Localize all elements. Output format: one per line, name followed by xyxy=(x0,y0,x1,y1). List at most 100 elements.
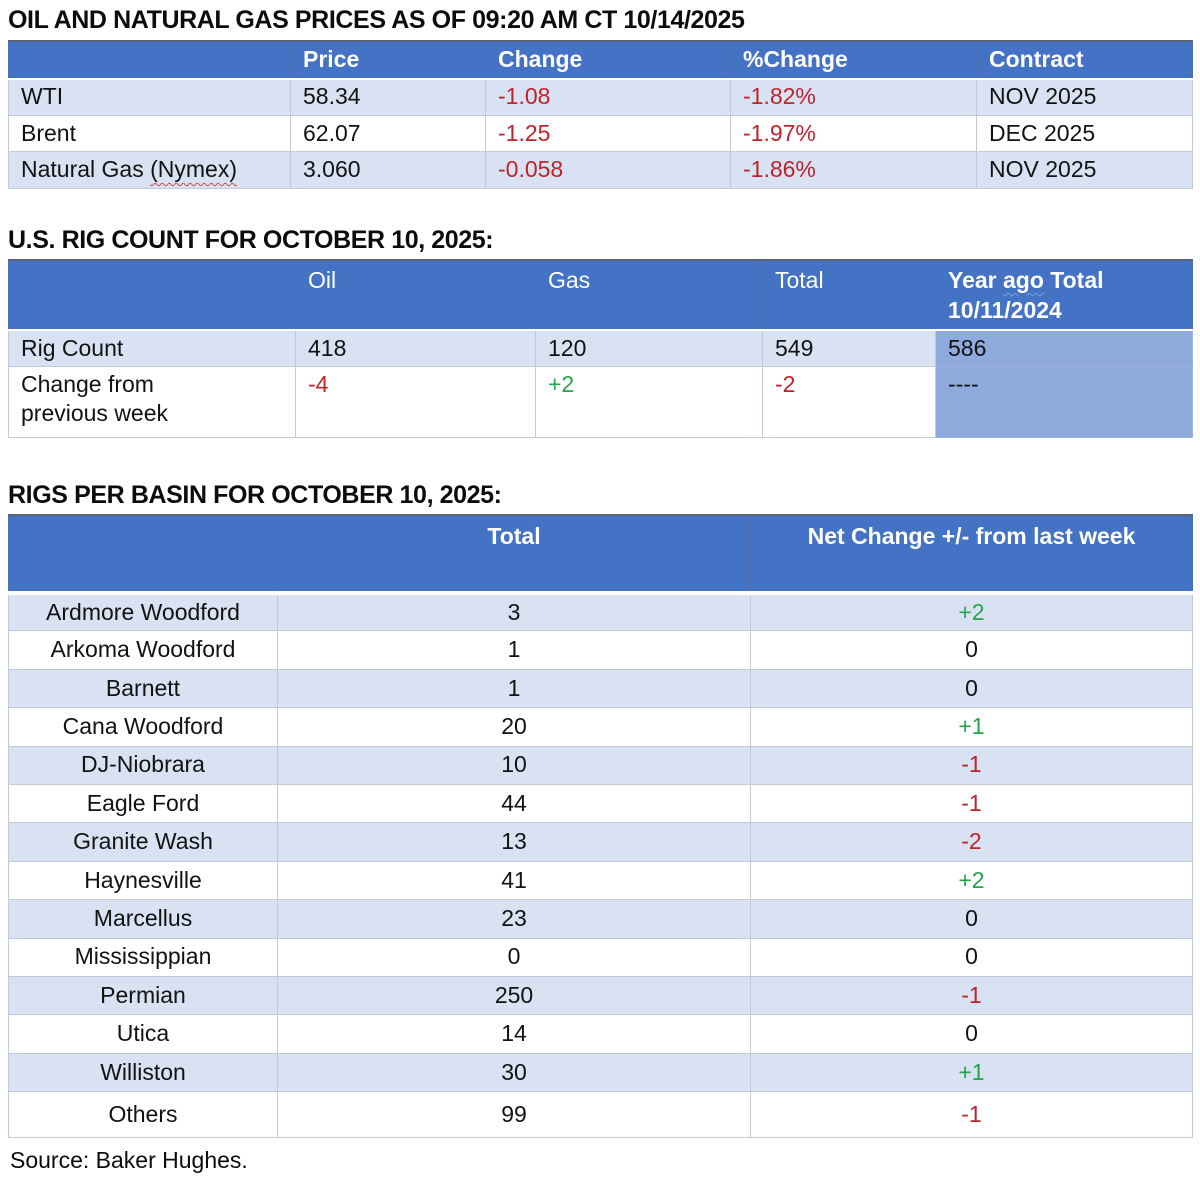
rig-count-header-oil: Oil xyxy=(295,259,536,331)
table-row-basin: Utica 14 0 xyxy=(8,1014,1193,1054)
basin-name-cell: Cana Woodford xyxy=(8,707,278,747)
basin-net-cell: 0 xyxy=(750,937,1193,977)
pct-change-cell: -1.82% xyxy=(730,78,977,116)
basin-total-cell: 14 xyxy=(277,1014,751,1054)
basin-total-cell: 23 xyxy=(277,899,751,939)
basin-name-cell: Granite Wash xyxy=(8,822,278,862)
table-row-basin: Permian 250 -1 xyxy=(8,975,1193,1016)
prices-header-pct-change: %Change xyxy=(730,40,977,80)
gas-change-cell: +2 xyxy=(535,365,763,438)
table-row-natural-gas: Natural Gas (Nymex) 3.060 -0.058 -1.86% … xyxy=(8,151,1193,189)
prices-header-change: Change xyxy=(485,40,731,80)
basin-total-cell: 41 xyxy=(277,860,751,901)
price-cell: 62.07 xyxy=(290,114,486,153)
change-cell: -1.25 xyxy=(485,114,731,153)
rig-count-header-blank xyxy=(8,259,296,331)
row-label-cell: Change from previous week xyxy=(8,365,296,438)
prices-title: OIL AND NATURAL GAS PRICES AS OF 09:20 A… xyxy=(8,6,745,34)
table-row-basin: Ardmore Woodford 3 +2 xyxy=(8,592,1193,632)
price-cell: 3.060 xyxy=(290,151,486,189)
basin-net-cell: -1 xyxy=(750,1091,1193,1139)
commodity-name-text: Natural Gas xyxy=(21,156,151,183)
rig-count-header-total: Total xyxy=(762,259,936,331)
table-row-basin: Haynesville 41 +2 xyxy=(8,860,1193,901)
oil-change-cell: -4 xyxy=(295,365,536,438)
basins-header-total: Total xyxy=(277,514,751,595)
basin-name-cell: Barnett xyxy=(8,668,278,709)
basin-name-cell: Williston xyxy=(8,1052,278,1093)
basin-name-cell: Utica xyxy=(8,1014,278,1054)
row-label-cell: Rig Count xyxy=(8,329,296,367)
basin-name-cell: Ardmore Woodford xyxy=(8,592,278,632)
row-label-text: Change from previous week xyxy=(21,370,169,427)
year-ago-change-cell: ---- xyxy=(935,365,1193,438)
basin-net-cell: 0 xyxy=(750,668,1193,709)
table-row-basin: Barnett 1 0 xyxy=(8,668,1193,709)
price-cell: 58.34 xyxy=(290,78,486,116)
prices-table: Price Change %Change Contract WTI 58.34 … xyxy=(8,40,1193,189)
contract-cell: DEC 2025 xyxy=(976,114,1193,153)
basin-name-cell: Eagle Ford xyxy=(8,784,278,824)
table-row-basin: Marcellus 23 0 xyxy=(8,899,1193,939)
table-row-brent: Brent 62.07 -1.25 -1.97% DEC 2025 xyxy=(8,114,1193,153)
table-row-basin: Mississippian 0 0 xyxy=(8,937,1193,977)
commodity-name-cell: Brent xyxy=(8,114,291,153)
basin-total-cell: 10 xyxy=(277,745,751,786)
basin-net-cell: +2 xyxy=(750,592,1193,632)
table-row-basin: Others 99 -1 xyxy=(8,1091,1193,1139)
table-row-weekly-change: Change from previous week -4 +2 -2 ---- xyxy=(8,365,1193,438)
basin-total-cell: 13 xyxy=(277,822,751,862)
basin-total-cell: 30 xyxy=(277,1052,751,1093)
pct-change-cell: -1.97% xyxy=(730,114,977,153)
basin-total-cell: 44 xyxy=(277,784,751,824)
prices-header-contract: Contract xyxy=(976,40,1193,80)
basin-name-cell: Marcellus xyxy=(8,899,278,939)
basin-total-cell: 0 xyxy=(277,937,751,977)
table-row-basin: Arkoma Woodford 1 0 xyxy=(8,630,1193,670)
total-count-cell: 549 xyxy=(762,329,936,367)
commodity-name-cell: Natural Gas (Nymex) xyxy=(8,151,291,189)
basin-net-cell: 0 xyxy=(750,630,1193,670)
document-page: OIL AND NATURAL GAS PRICES AS OF 09:20 A… xyxy=(0,7,1200,1174)
basins-header-row: Total Net Change +/- from last week xyxy=(8,514,1193,595)
basin-name-cell: Others xyxy=(8,1091,278,1139)
basin-total-cell: 3 xyxy=(277,592,751,632)
table-row-basin: DJ-Niobrara 10 -1 xyxy=(8,745,1193,786)
change-cell: -1.08 xyxy=(485,78,731,116)
basin-net-cell: +1 xyxy=(750,1052,1193,1093)
table-row-basin: Eagle Ford 44 -1 xyxy=(8,784,1193,824)
rig-count-header-year-ago: Year ago Total 10/11/2024 xyxy=(935,259,1193,331)
basin-name-cell: Arkoma Woodford xyxy=(8,630,278,670)
basins-header-net-change: Net Change +/- from last week xyxy=(750,514,1193,595)
contract-cell: NOV 2025 xyxy=(976,151,1193,189)
gas-count-cell: 120 xyxy=(535,329,763,367)
total-change-cell: -2 xyxy=(762,365,936,438)
basin-net-cell: -2 xyxy=(750,822,1193,862)
basin-total-cell: 99 xyxy=(277,1091,751,1139)
basin-total-cell: 1 xyxy=(277,668,751,709)
basin-name-cell: Permian xyxy=(8,975,278,1016)
basin-total-cell: 250 xyxy=(277,975,751,1016)
rig-count-header-gas: Gas xyxy=(535,259,763,331)
basin-net-cell: -1 xyxy=(750,975,1193,1016)
contract-cell: NOV 2025 xyxy=(976,78,1193,116)
year-ago-count-cell: 586 xyxy=(935,329,1193,367)
prices-header-price: Price xyxy=(290,40,486,80)
pct-change-cell: -1.86% xyxy=(730,151,977,189)
table-row-wti: WTI 58.34 -1.08 -1.82% NOV 2025 xyxy=(8,78,1193,116)
basin-net-cell: -1 xyxy=(750,745,1193,786)
basin-net-cell: 0 xyxy=(750,1014,1193,1054)
grammar-flagged-word: ago xyxy=(1003,266,1044,293)
prices-header-blank xyxy=(8,40,291,80)
rig-count-header-row: Oil Gas Total Year ago Total 10/11/2024 xyxy=(8,259,1193,331)
source-attribution: Source: Baker Hughes. xyxy=(10,1147,248,1174)
year-ago-date: 10/11/2024 xyxy=(948,296,1062,323)
basin-net-cell: +1 xyxy=(750,707,1193,747)
basins-table: Total Net Change +/- from last week Ardm… xyxy=(8,514,1193,1139)
basin-total-cell: 20 xyxy=(277,707,751,747)
table-row-basin: Williston 30 +1 xyxy=(8,1052,1193,1093)
prices-header-row: Price Change %Change Contract xyxy=(8,40,1193,80)
basin-net-cell: 0 xyxy=(750,899,1193,939)
spellcheck-flagged-word: (Nymex) xyxy=(150,156,237,183)
year-ago-text: Year xyxy=(948,266,1003,293)
